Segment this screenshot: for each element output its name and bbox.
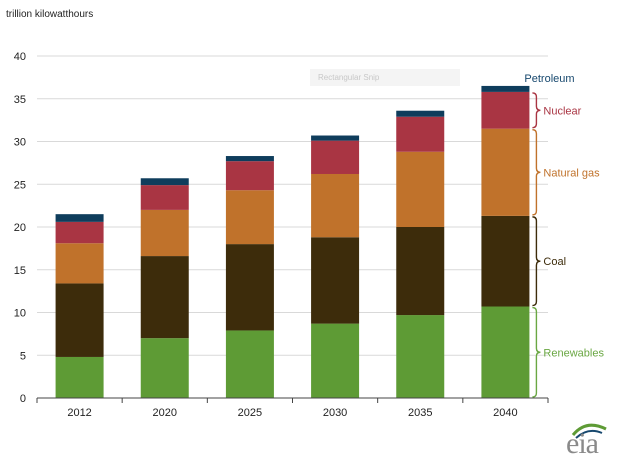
y-tick-label: 10 bbox=[14, 308, 26, 320]
y-tick-label: 25 bbox=[14, 179, 26, 191]
legend-label-renewables: Renewables bbox=[543, 347, 604, 359]
bar-segment-natural-gas bbox=[396, 151, 445, 227]
bar-segment-coal bbox=[140, 256, 189, 339]
x-tick-label: 2040 bbox=[493, 407, 517, 419]
x-tick-label: 2012 bbox=[67, 407, 91, 419]
bar-segment-coal bbox=[311, 237, 360, 324]
bar-segment-renewables bbox=[140, 338, 189, 398]
legend-bracket-coal bbox=[532, 216, 541, 307]
bar-segment-nuclear bbox=[140, 185, 189, 210]
eia-logo-arcs-icon bbox=[571, 423, 607, 439]
y-tick-label: 30 bbox=[14, 137, 26, 149]
x-tick-label: 2035 bbox=[408, 407, 432, 419]
y-tick-label: 0 bbox=[20, 393, 26, 405]
bar-segment-nuclear bbox=[396, 116, 445, 152]
bar-segment-petroleum bbox=[55, 214, 104, 222]
bar-segment-natural-gas bbox=[311, 173, 360, 238]
bar-segment-coal bbox=[225, 244, 274, 331]
y-tick-label: 15 bbox=[14, 265, 26, 277]
bar-segment-nuclear bbox=[225, 161, 274, 191]
legend-label-coal: Coal bbox=[543, 256, 566, 268]
gridlines bbox=[37, 55, 548, 356]
legend-label-natural-gas: Natural gas bbox=[543, 167, 600, 179]
y-tick-label: 5 bbox=[20, 350, 26, 362]
legend-label-nuclear: Nuclear bbox=[543, 105, 581, 117]
bar-segment-petroleum bbox=[225, 156, 274, 162]
rectangular-snip-overlay: Rectangular Snip bbox=[310, 69, 460, 86]
legend-bracket-renewables bbox=[532, 306, 541, 398]
legend-label-petroleum: Petroleum bbox=[524, 73, 574, 85]
legend-brackets: Renewables Coal Natural gas Nuclear Petroleu… bbox=[524, 73, 604, 398]
bar-segment-renewables bbox=[396, 315, 445, 398]
y-tick-label: 40 bbox=[14, 51, 26, 63]
bar-segment-nuclear bbox=[55, 221, 104, 244]
legend-bracket-natural-gas bbox=[532, 128, 541, 216]
y-tick-label: 20 bbox=[14, 222, 26, 234]
eia-logo-text: eia bbox=[566, 427, 599, 460]
x-tick-label: 2025 bbox=[238, 407, 262, 419]
bar-segment-natural-gas bbox=[225, 190, 274, 245]
bar-segment-renewables bbox=[311, 323, 360, 398]
bar-stacks bbox=[55, 85, 530, 398]
bar-segment-renewables bbox=[55, 356, 104, 398]
bar-segment-natural-gas bbox=[481, 128, 530, 216]
bar-segment-natural-gas bbox=[55, 243, 104, 284]
bar-segment-petroleum bbox=[481, 85, 530, 92]
bar-segment-coal bbox=[481, 215, 530, 307]
bar-segment-coal bbox=[396, 227, 445, 316]
x-tick-label: 2030 bbox=[323, 407, 347, 419]
x-tick-label: 2020 bbox=[153, 407, 177, 419]
bar-segment-renewables bbox=[225, 330, 274, 398]
bar-segment-coal bbox=[55, 283, 104, 357]
eia-logo: eia bbox=[566, 423, 612, 463]
bar-segment-nuclear bbox=[481, 91, 530, 129]
bar-segment-petroleum bbox=[311, 135, 360, 141]
bar-segment-natural-gas bbox=[140, 209, 189, 257]
y-axis-unit-label: trillion kilowatthours bbox=[6, 9, 94, 20]
bar-segment-renewables bbox=[481, 306, 530, 398]
bar-segment-petroleum bbox=[396, 110, 445, 117]
y-tick-label: 35 bbox=[14, 94, 26, 106]
bar-segment-nuclear bbox=[311, 140, 360, 174]
bar-segment-petroleum bbox=[140, 178, 189, 186]
legend-bracket-nuclear bbox=[532, 92, 541, 129]
